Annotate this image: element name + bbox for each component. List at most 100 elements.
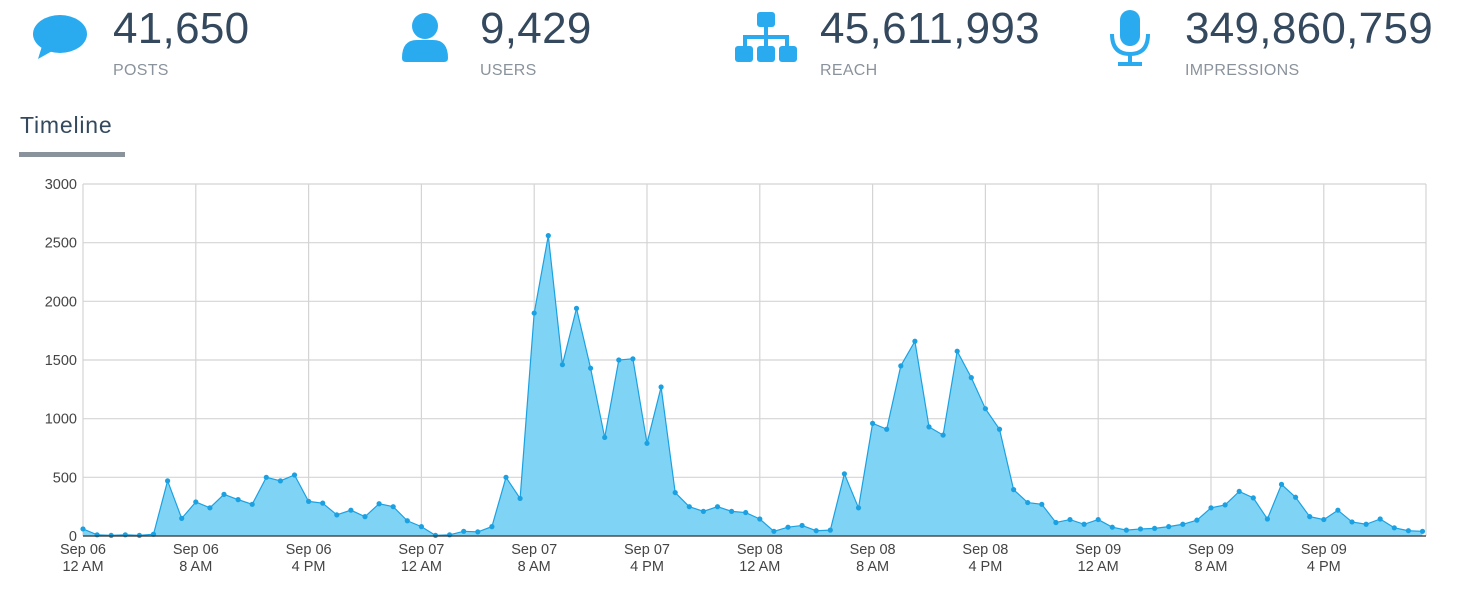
data-point[interactable] [531,310,537,316]
data-point[interactable] [362,514,368,520]
data-point[interactable] [447,532,453,538]
data-point[interactable] [193,499,199,505]
data-point[interactable] [954,348,960,354]
timeline-title: Timeline [20,112,113,138]
data-point[interactable] [757,516,763,522]
data-point[interactable] [334,512,340,518]
data-point[interactable] [80,526,86,532]
x-tick-label: 4 PM [1307,559,1341,575]
data-point[interactable] [390,504,396,510]
data-point[interactable] [602,434,608,441]
data-point[interactable] [1095,516,1101,523]
data-point[interactable] [884,426,890,432]
data-point[interactable] [1278,481,1285,487]
data-point[interactable] [94,532,100,538]
data-point[interactable] [122,532,128,538]
data-point[interactable] [1109,524,1115,530]
data-point[interactable] [475,529,481,535]
data-point[interactable] [1025,499,1031,506]
data-point[interactable] [982,406,989,412]
data-point[interactable] [926,424,932,430]
data-point[interactable] [672,489,678,496]
data-point[interactable] [799,522,805,529]
data-point[interactable] [1137,526,1144,532]
data-point[interactable] [968,375,974,381]
data-point[interactable] [559,362,566,368]
data-point[interactable] [404,518,410,524]
data-point[interactable] [306,498,312,504]
data-point[interactable] [1349,519,1355,525]
data-point[interactable] [249,501,255,507]
data-point[interactable] [1236,488,1242,495]
data-point[interactable] [870,420,876,426]
data-point[interactable] [1208,505,1214,511]
data-point[interactable] [291,472,298,478]
data-point[interactable] [912,338,918,344]
data-point[interactable] [686,504,692,510]
data-point[interactable] [700,508,707,514]
data-point[interactable] [1180,521,1186,527]
data-point[interactable] [813,528,819,534]
timeline-tab-underline [19,152,125,157]
data-point[interactable] [1321,516,1327,523]
data-point[interactable] [263,474,269,480]
data-point[interactable] [1039,501,1045,507]
data-point[interactable] [743,509,749,516]
data-point[interactable] [1335,507,1341,513]
data-point[interactable] [207,505,213,511]
x-tick-label: Sep 07 [624,542,670,558]
data-point[interactable] [320,500,326,506]
y-tick-label: 1000 [45,412,77,428]
data-point[interactable] [503,474,509,480]
data-point[interactable] [1053,519,1059,526]
data-point[interactable] [1166,524,1172,530]
data-point[interactable] [348,507,354,513]
user-icon [399,12,451,69]
data-point[interactable] [1222,502,1228,508]
data-point[interactable] [827,527,833,533]
data-point[interactable] [1391,525,1397,531]
data-point[interactable] [179,515,185,521]
data-point[interactable] [235,497,241,503]
data-point[interactable] [616,357,622,363]
data-point[interactable] [588,365,594,371]
data-point[interactable] [545,233,551,239]
data-point[interactable] [1152,525,1158,531]
data-point[interactable] [165,478,171,484]
data-point[interactable] [898,363,904,369]
data-point[interactable] [221,491,227,497]
data-point[interactable] [996,426,1003,432]
data-point[interactable] [644,440,650,446]
data-point[interactable] [630,356,636,362]
data-point[interactable] [1377,516,1383,522]
data-point[interactable] [714,504,721,510]
data-point[interactable] [1250,495,1256,501]
data-point[interactable] [729,508,735,514]
data-point[interactable] [1123,527,1129,533]
data-point[interactable] [1293,494,1299,500]
data-point[interactable] [841,471,848,477]
data-point[interactable] [658,384,664,390]
data-point[interactable] [277,478,283,484]
data-point[interactable] [1011,487,1017,493]
stat-label: REACH [820,62,878,79]
data-point[interactable] [1194,517,1200,523]
data-point[interactable] [1081,521,1087,527]
data-point[interactable] [1067,516,1073,523]
data-point[interactable] [1419,528,1426,534]
data-point[interactable] [573,305,580,311]
data-point[interactable] [940,432,946,438]
data-point[interactable] [1264,516,1270,522]
data-point[interactable] [461,528,467,534]
data-point[interactable] [517,495,523,502]
data-point[interactable] [418,524,424,530]
data-point[interactable] [489,524,495,530]
data-point[interactable] [376,501,382,507]
data-point[interactable] [1405,528,1411,534]
data-point[interactable] [1363,521,1369,527]
x-tick-label: Sep 09 [1301,542,1347,558]
data-point[interactable] [855,505,862,511]
data-point[interactable] [771,528,777,534]
data-point[interactable] [785,524,791,530]
data-point[interactable] [1307,514,1313,520]
